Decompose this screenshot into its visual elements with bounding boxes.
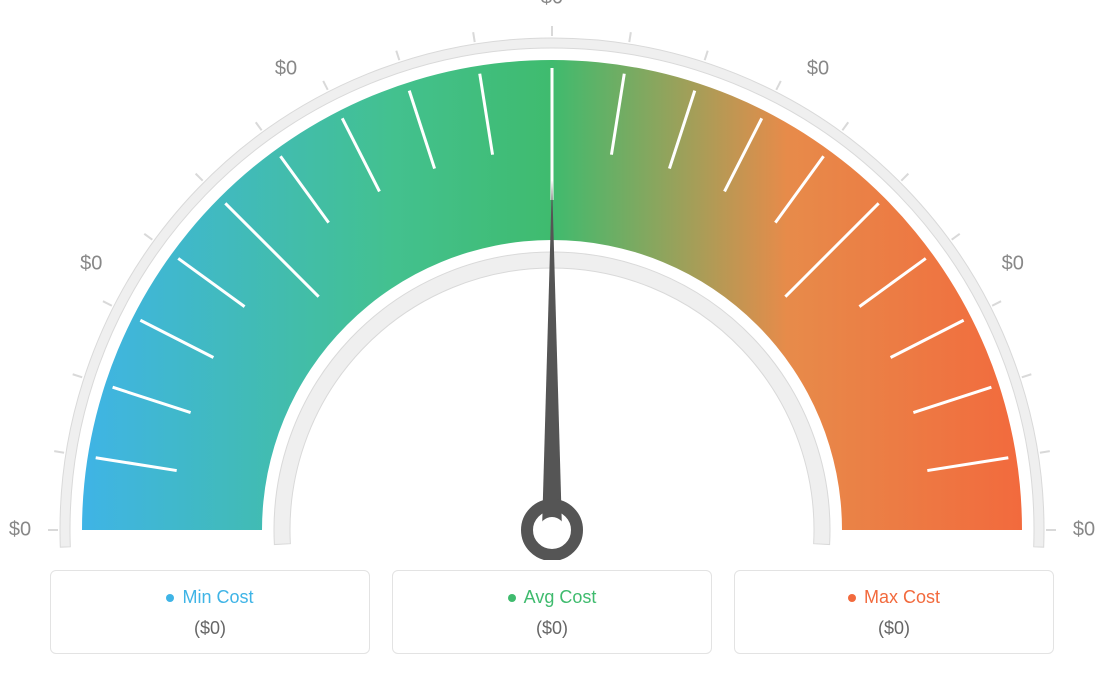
gauge-svg — [0, 0, 1104, 560]
legend-dot-min — [166, 594, 174, 602]
gauge-tick-label: $0 — [9, 519, 31, 542]
legend-title-min: Min Cost — [166, 587, 253, 608]
gauge-tick-label: $0 — [541, 0, 563, 10]
gauge-chart: $0 $0 $0 $0 $0 $0 $0 — [0, 0, 1104, 560]
legend-label-min: Min Cost — [182, 587, 253, 608]
gauge-tick-label: $0 — [1002, 253, 1024, 276]
gauge-tick-label: $0 — [80, 253, 102, 276]
legend-title-avg: Avg Cost — [508, 587, 597, 608]
legend-card-avg: Avg Cost ($0) — [392, 570, 712, 654]
legend-label-max: Max Cost — [864, 587, 940, 608]
legend-label-avg: Avg Cost — [524, 587, 597, 608]
gauge-tick-label: $0 — [807, 58, 829, 81]
legend-dot-avg — [508, 594, 516, 602]
legend-value-max: ($0) — [735, 618, 1053, 639]
legend-card-min: Min Cost ($0) — [50, 570, 370, 654]
legend-dot-max — [848, 594, 856, 602]
legend-card-max: Max Cost ($0) — [734, 570, 1054, 654]
gauge-tick-label: $0 — [275, 58, 297, 81]
legend-value-min: ($0) — [51, 618, 369, 639]
legend-value-avg: ($0) — [393, 618, 711, 639]
legend-row: Min Cost ($0) Avg Cost ($0) Max Cost ($0… — [0, 570, 1104, 654]
legend-title-max: Max Cost — [848, 587, 940, 608]
gauge-tick-label: $0 — [1073, 519, 1095, 542]
